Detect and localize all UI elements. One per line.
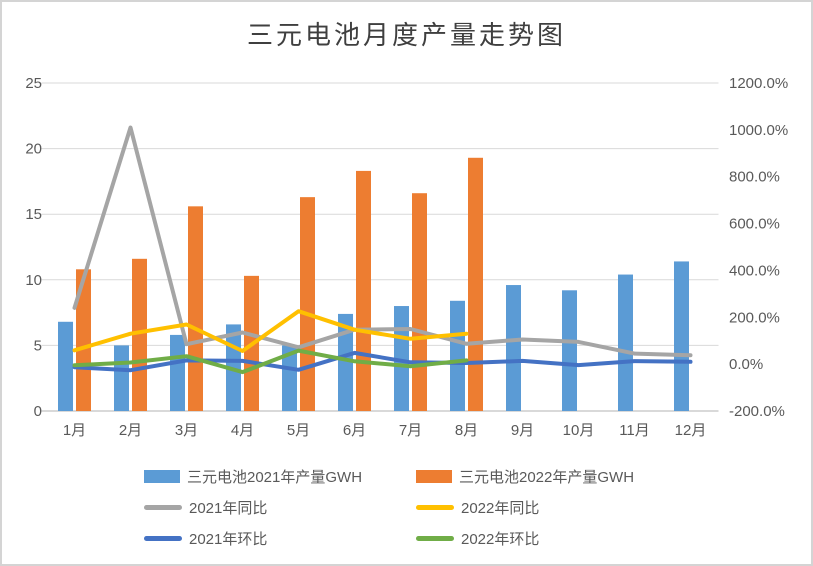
- x-axis-tick-label: 3月: [175, 422, 198, 439]
- legend-item-2: 三元电池2022年产量GWH: [416, 466, 634, 487]
- bar: [356, 170, 371, 411]
- legend-label: 三元电池2021年产量GWH: [187, 469, 363, 486]
- bar: [114, 345, 129, 411]
- bar-series-1: [58, 261, 689, 411]
- x-axis-tick-label: 4月: [231, 422, 254, 439]
- right-axis-tick-label: 1200.0%: [729, 75, 788, 92]
- legend-bar-swatch-icon: [416, 470, 452, 483]
- legend-line-swatch-icon: [416, 536, 454, 541]
- legend-item-1: 三元电池2021年产量GWH: [144, 466, 416, 487]
- bar: [506, 285, 521, 411]
- left-axis-tick-label: 0: [34, 403, 42, 420]
- left-axis-tick-label: 5: [34, 337, 42, 354]
- left-axis-tick-label: 25: [25, 75, 42, 92]
- x-axis-tick-label: 6月: [343, 422, 366, 439]
- legend: 三元电池2021年产量GWH 三元电池2022年产量GWH 2021年同比 2022年…: [144, 466, 634, 549]
- left-axis-tick-label: 15: [25, 206, 42, 223]
- line-series-4: [72, 348, 469, 375]
- legend-item-3: 2021年同比: [144, 497, 416, 518]
- x-axis-tick-label: 11月: [619, 422, 650, 439]
- bar: [412, 193, 427, 411]
- bar: [132, 258, 147, 411]
- x-axis-tick-label: 5月: [287, 422, 310, 439]
- x-axis-tick-label: 7月: [399, 422, 422, 439]
- bar: [618, 274, 633, 411]
- legend-label: 2022年环比: [461, 531, 540, 548]
- line-series-3: [72, 350, 693, 373]
- x-axis-tick-label: 2月: [119, 422, 142, 439]
- legend-label: 2021年环比: [189, 531, 268, 548]
- legend-label: 2022年同比: [461, 500, 540, 517]
- chart-title: 三元电池月度产量走势图: [246, 21, 566, 50]
- bar: [76, 269, 91, 411]
- right-axis-tick-label: 800.0%: [729, 169, 780, 186]
- x-axis-tick-label: 9月: [511, 422, 534, 439]
- right-axis-tick-label: 1000.0%: [729, 122, 788, 139]
- legend-line-swatch-icon: [416, 505, 454, 510]
- bar: [394, 306, 409, 411]
- x-axis-tick-label: 1月: [63, 422, 86, 439]
- legend-bar-swatch-icon: [144, 470, 180, 483]
- legend-line-swatch-icon: [144, 536, 182, 541]
- right-axis-tick-label: 600.0%: [729, 216, 780, 233]
- right-axis-tick-label: -200.0%: [729, 403, 785, 420]
- bar: [282, 345, 297, 411]
- bar: [300, 197, 315, 411]
- right-axis-tick-label: 400.0%: [729, 262, 780, 279]
- legend-label: 三元电池2022年产量GWH: [459, 469, 635, 486]
- legend-line-swatch-icon: [144, 505, 182, 510]
- x-axis-tick-label: 10月: [563, 422, 595, 439]
- bar: [338, 313, 353, 411]
- bar: [450, 300, 465, 411]
- bar: [58, 321, 73, 411]
- x-axis-tick-label: 8月: [455, 422, 478, 439]
- left-axis-tick-label: 20: [25, 141, 42, 158]
- right-axis-tick-label: 0.0%: [729, 356, 763, 373]
- bar: [674, 261, 689, 411]
- bar: [468, 157, 483, 411]
- x-axis-tick-label: 12月: [675, 422, 707, 439]
- legend-item-4: 2022年同比: [416, 497, 634, 518]
- line-series-2: [72, 309, 469, 353]
- bar: [562, 290, 577, 411]
- bar: [170, 334, 185, 411]
- left-axis-tick-label: 10: [25, 272, 42, 289]
- bar: [188, 206, 203, 411]
- legend-label: 2021年同比: [189, 500, 268, 517]
- right-axis-tick-label: 200.0%: [729, 309, 780, 326]
- line-series-1: [72, 125, 693, 358]
- legend-item-5: 2021年环比: [144, 528, 416, 549]
- legend-item-6: 2022年环比: [416, 528, 634, 549]
- bar-series-2: [76, 157, 483, 411]
